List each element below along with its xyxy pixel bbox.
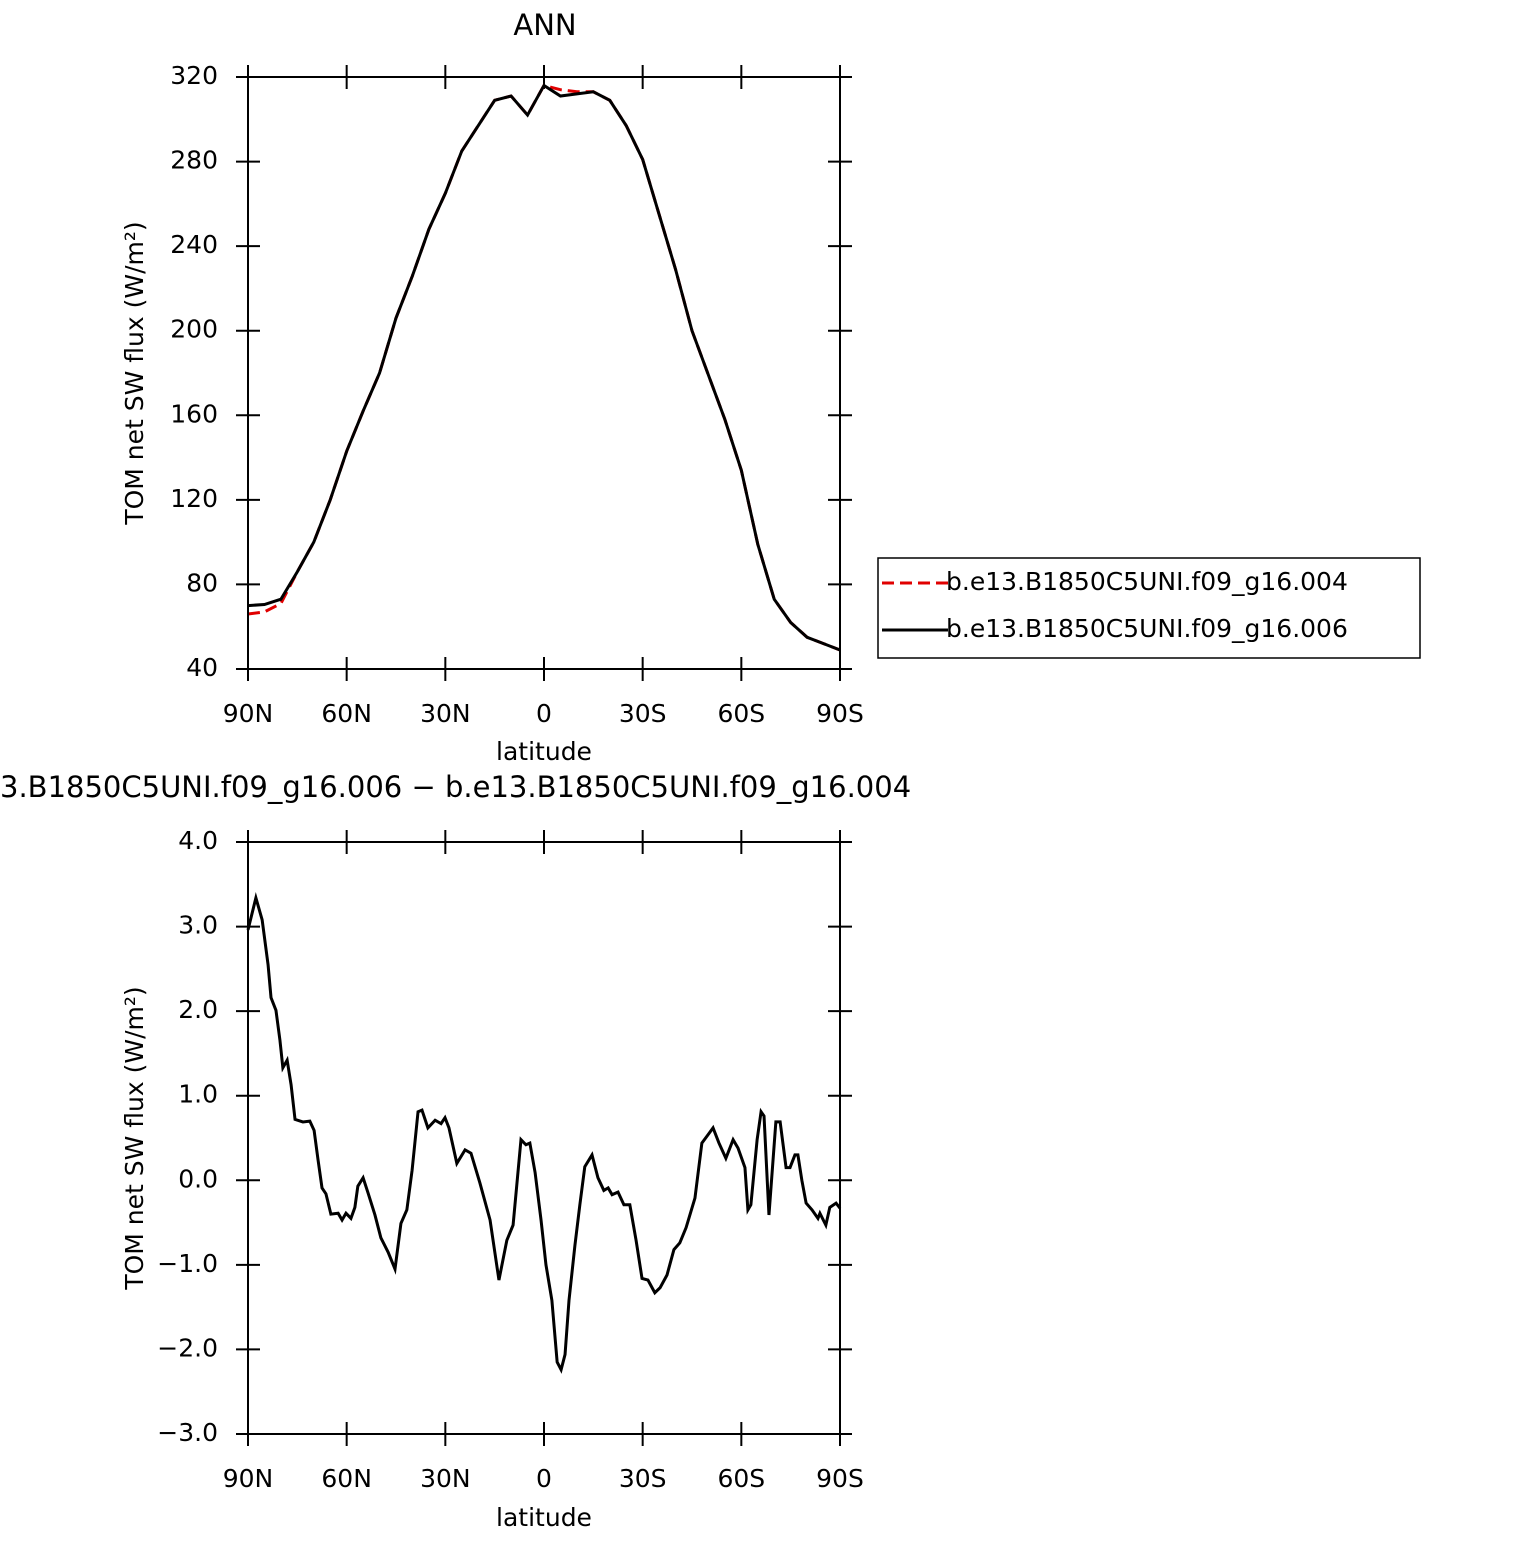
y-tick-label: 120 (170, 484, 218, 513)
plot-frame (247, 76, 841, 670)
x-tick-label: 30N (420, 699, 471, 728)
x-tick-label: 30N (420, 1464, 471, 1493)
x-tick-label: 90N (223, 1464, 274, 1493)
x-tick-label: 60S (717, 699, 765, 728)
legend-label: b.e13.B1850C5UNI.f09_g16.006 (946, 614, 1348, 643)
y-tick-label: −2.0 (157, 1333, 218, 1362)
legend-box (877, 557, 1421, 659)
y-tick-label: 160 (170, 399, 218, 428)
y-tick-label: 320 (170, 61, 218, 90)
x-tick-label: 0 (536, 1464, 552, 1493)
x-tick-label: 30S (619, 699, 667, 728)
y-tick-label: 1.0 (178, 1080, 218, 1109)
chart-title: ANN (513, 8, 576, 42)
x-axis-label: latitude (496, 1503, 592, 1532)
data-line (247, 83, 841, 652)
y-tick-label: −3.0 (157, 1418, 218, 1447)
y-tick-label: 40 (186, 653, 218, 682)
x-tick-label: 90N (223, 699, 274, 728)
x-tick-label: 60N (321, 699, 372, 728)
y-axis-label: TOM net SW flux (W/m²) (120, 221, 149, 525)
x-tick-label: 90S (816, 699, 864, 728)
y-tick-label: 2.0 (178, 995, 218, 1024)
x-tick-label: 60N (321, 1464, 372, 1493)
y-tick-label: −1.0 (157, 1249, 218, 1278)
y-tick-label: 80 (186, 568, 218, 597)
data-line (247, 83, 841, 652)
legend-label: b.e13.B1850C5UNI.f09_g16.004 (946, 567, 1348, 596)
x-tick-label: 30S (619, 1464, 667, 1493)
y-tick-label: 4.0 (178, 826, 218, 855)
x-tick-label: 60S (717, 1464, 765, 1493)
x-tick-label: 0 (536, 699, 552, 728)
x-axis-label: latitude (496, 737, 592, 766)
data-line (246, 891, 842, 1374)
y-tick-label: 3.0 (178, 911, 218, 940)
plot-frame (247, 841, 841, 1435)
y-axis-label: TOM net SW flux (W/m²) (120, 986, 149, 1290)
y-tick-label: 280 (170, 146, 218, 175)
y-tick-label: 240 (170, 230, 218, 259)
y-tick-label: 0.0 (178, 1164, 218, 1193)
y-tick-label: 200 (170, 315, 218, 344)
x-tick-label: 90S (816, 1464, 864, 1493)
chart-title: 3.B1850C5UNI.f09_g16.006 − b.e13.B1850C5… (0, 770, 911, 804)
